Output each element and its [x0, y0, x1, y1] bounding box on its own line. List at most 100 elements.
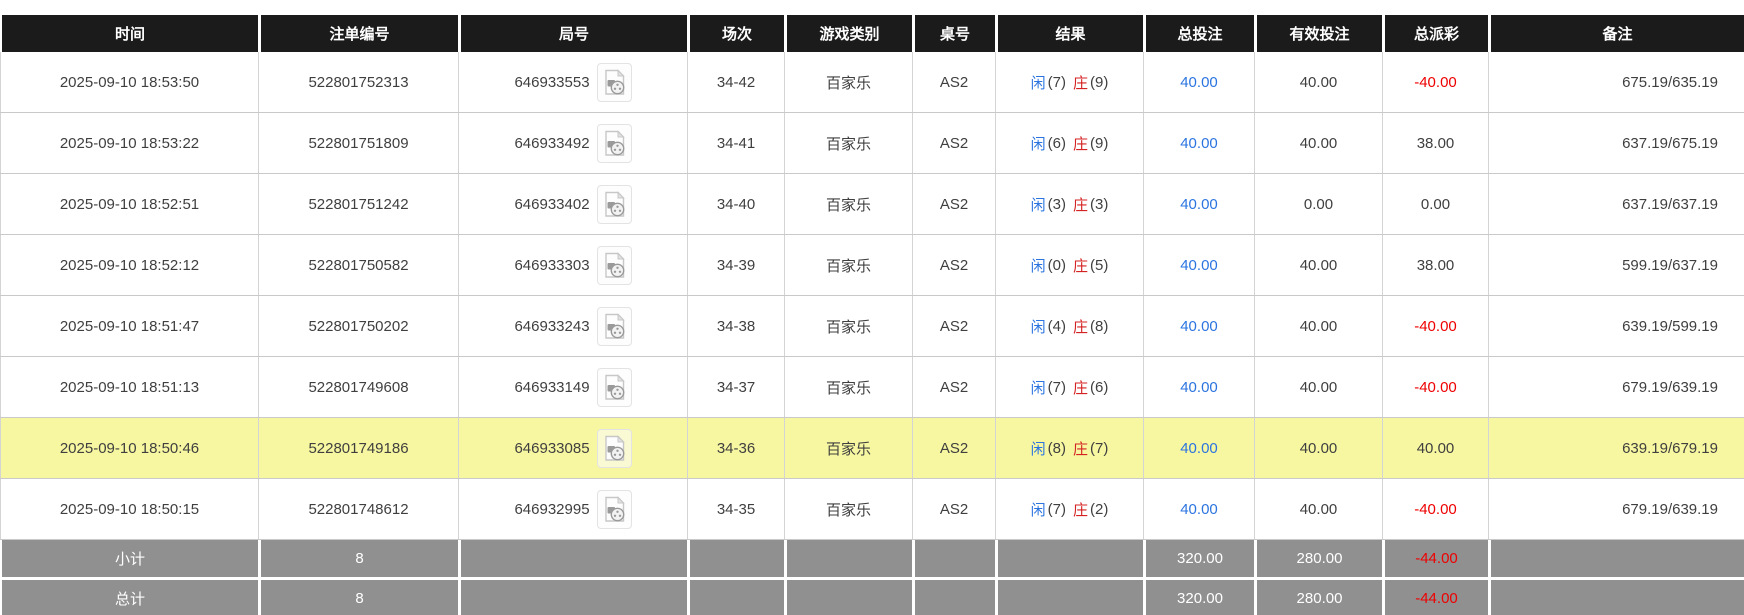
table-row[interactable]: 2025-09-10 18:52:51 522801751242 6469334…: [0, 174, 1744, 235]
header-payout: 总派彩: [1382, 15, 1488, 52]
summary-payout: -44.00: [1382, 540, 1488, 577]
cell-game-type: 百家乐: [784, 357, 912, 417]
cell-remark: 639.19/679.19: [1488, 418, 1744, 478]
player-result-score: (8): [1047, 439, 1066, 457]
cell-valid-bet: 40.00: [1254, 418, 1382, 478]
summary-empty: [458, 540, 687, 577]
cell-bet-id: 522801750582: [258, 235, 458, 295]
cell-time: 2025-09-10 18:53:22: [0, 113, 258, 173]
video-replay-button[interactable]: [596, 62, 632, 102]
banker-result-score: (6): [1090, 378, 1109, 396]
cell-total-bet-link[interactable]: 40.00: [1143, 479, 1254, 539]
player-result-label: 闲: [1030, 318, 1046, 336]
player-result-score: (3): [1047, 195, 1066, 213]
summary-total-bet: 320.00: [1143, 580, 1254, 615]
header-time: 时间: [0, 15, 258, 52]
cell-remark: 679.19/639.19: [1488, 357, 1744, 417]
cell-total-bet-link[interactable]: 40.00: [1143, 174, 1254, 234]
banker-result-score: (9): [1090, 73, 1109, 91]
cell-payout: -40.00: [1382, 52, 1488, 112]
banker-result-label: 庄: [1073, 318, 1089, 336]
cell-game-type: 百家乐: [784, 296, 912, 356]
video-replay-icon: [604, 373, 625, 400]
video-replay-button[interactable]: [596, 489, 632, 529]
summary-empty: [784, 580, 912, 615]
cell-result: 闲 (7) 庄 (2): [995, 479, 1143, 539]
header-session: 场次: [687, 15, 784, 52]
cell-result: 闲 (7) 庄 (6): [995, 357, 1143, 417]
cell-total-bet-link[interactable]: 40.00: [1143, 235, 1254, 295]
cell-total-bet-link[interactable]: 40.00: [1143, 113, 1254, 173]
summary-empty: [784, 540, 912, 577]
cell-result: 闲 (4) 庄 (8): [995, 296, 1143, 356]
cell-result: 闲 (0) 庄 (5): [995, 235, 1143, 295]
cell-table-no: AS2: [912, 357, 995, 417]
cell-game-type: 百家乐: [784, 174, 912, 234]
cell-game-type: 百家乐: [784, 235, 912, 295]
cell-valid-bet: 0.00: [1254, 174, 1382, 234]
cell-time: 2025-09-10 18:52:12: [0, 235, 258, 295]
cell-valid-bet: 40.00: [1254, 235, 1382, 295]
summary-count: 8: [258, 540, 458, 577]
cell-bet-id: 522801751242: [258, 174, 458, 234]
table-body: 2025-09-10 18:53:50 522801752313 6469335…: [0, 52, 1744, 540]
cell-remark: 675.19/635.19: [1488, 52, 1744, 112]
video-replay-icon: [604, 312, 625, 339]
cell-bet-id: 522801749186: [258, 418, 458, 478]
cell-total-bet-link[interactable]: 40.00: [1143, 296, 1254, 356]
video-replay-button[interactable]: [596, 428, 632, 468]
table-row[interactable]: 2025-09-10 18:50:15 522801748612 6469329…: [0, 479, 1744, 540]
video-replay-icon: [604, 495, 625, 522]
round-number: 646932995: [514, 500, 590, 518]
video-replay-button[interactable]: [596, 245, 632, 285]
table-footer: 小计 8 320.00 280.00 -44.00 总计 8 320.00 28…: [0, 540, 1744, 615]
video-replay-button[interactable]: [596, 306, 632, 346]
banker-result-label: 庄: [1073, 440, 1089, 458]
video-replay-button[interactable]: [596, 367, 632, 407]
table-row[interactable]: 2025-09-10 18:51:13 522801749608 6469331…: [0, 357, 1744, 418]
cell-bet-id: 522801752313: [258, 52, 458, 112]
cell-bet-id: 522801751809: [258, 113, 458, 173]
table-row[interactable]: 2025-09-10 18:52:12 522801750582 6469333…: [0, 235, 1744, 296]
cell-table-no: AS2: [912, 418, 995, 478]
banker-result-label: 庄: [1073, 196, 1089, 214]
cell-round: 646933243: [458, 296, 687, 356]
player-result-label: 闲: [1030, 74, 1046, 92]
cell-game-type: 百家乐: [784, 418, 912, 478]
cell-remark: 599.19/637.19: [1488, 235, 1744, 295]
round-number: 646933303: [514, 256, 590, 274]
summary-empty: [995, 580, 1143, 615]
summary-valid-bet: 280.00: [1254, 580, 1382, 615]
cell-valid-bet: 40.00: [1254, 479, 1382, 539]
player-result-score: (7): [1047, 378, 1066, 396]
summary-row: 总计 8 320.00 280.00 -44.00: [0, 580, 1744, 615]
cell-time: 2025-09-10 18:50:46: [0, 418, 258, 478]
cell-table-no: AS2: [912, 52, 995, 112]
cell-total-bet-link[interactable]: 40.00: [1143, 357, 1254, 417]
cell-result: 闲 (3) 庄 (3): [995, 174, 1143, 234]
cell-round: 646933492: [458, 113, 687, 173]
cell-table-no: AS2: [912, 296, 995, 356]
table-row[interactable]: 2025-09-10 18:51:47 522801750202 6469332…: [0, 296, 1744, 357]
cell-payout: 0.00: [1382, 174, 1488, 234]
header-remark: 备注: [1488, 15, 1744, 52]
table-row[interactable]: 2025-09-10 18:53:50 522801752313 6469335…: [0, 52, 1744, 113]
table-row[interactable]: 2025-09-10 18:50:46 522801749186 6469330…: [0, 418, 1744, 479]
summary-empty: [687, 580, 784, 615]
summary-label: 总计: [0, 580, 258, 615]
cell-session: 34-36: [687, 418, 784, 478]
summary-empty: [912, 580, 995, 615]
header-game-type: 游戏类别: [784, 15, 912, 52]
video-replay-button[interactable]: [596, 184, 632, 224]
cell-total-bet-link[interactable]: 40.00: [1143, 418, 1254, 478]
cell-time: 2025-09-10 18:51:13: [0, 357, 258, 417]
cell-remark: 637.19/675.19: [1488, 113, 1744, 173]
round-number: 646933402: [514, 195, 590, 213]
table-row[interactable]: 2025-09-10 18:53:22 522801751809 6469334…: [0, 113, 1744, 174]
player-result-label: 闲: [1030, 379, 1046, 397]
summary-remark: [1488, 580, 1744, 615]
player-result-label: 闲: [1030, 135, 1046, 153]
cell-time: 2025-09-10 18:51:47: [0, 296, 258, 356]
video-replay-button[interactable]: [596, 123, 632, 163]
cell-total-bet-link[interactable]: 40.00: [1143, 52, 1254, 112]
